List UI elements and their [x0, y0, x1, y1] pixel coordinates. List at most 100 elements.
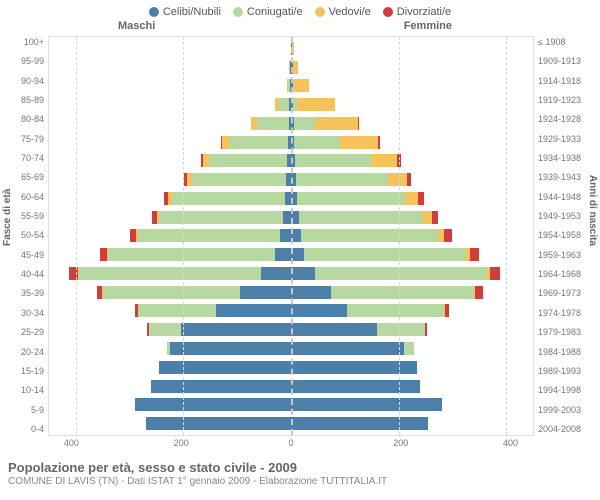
- chart-title: Popolazione per età, sesso e stato civil…: [8, 460, 592, 475]
- segment-s: [280, 229, 291, 242]
- legend-label: Coniugati/e: [247, 6, 303, 18]
- center-line: [291, 37, 293, 435]
- segment-w: [340, 136, 378, 149]
- legend-swatch: [315, 7, 325, 17]
- male-bar: [49, 153, 291, 168]
- female-bar: [291, 322, 533, 337]
- male-bar: [49, 285, 291, 300]
- male-bar: [49, 210, 291, 225]
- male-bar: [49, 97, 291, 112]
- female-bar: [291, 379, 533, 394]
- segment-w: [315, 117, 358, 130]
- birth-tick: 1959-1963: [538, 251, 592, 260]
- gridline: [76, 37, 77, 435]
- birth-tick: 1924-1928: [538, 115, 592, 124]
- male-bar: [49, 379, 291, 394]
- segment-c: [377, 323, 425, 336]
- age-tick: 35-39: [8, 289, 44, 298]
- female-bar: [291, 210, 533, 225]
- segment-d: [407, 173, 411, 186]
- segment-c: [315, 267, 487, 280]
- birth-tick: 1909-1913: [538, 57, 592, 66]
- legend-item: Divorziati/e: [383, 6, 451, 18]
- x-tick: 400: [503, 438, 518, 448]
- segment-c: [209, 154, 287, 167]
- segment-d: [100, 248, 108, 261]
- segment-s: [151, 380, 291, 393]
- segment-s: [275, 248, 291, 261]
- birth-axis: ≤ 1908 1909-1913 1914-1918 1919-1923 1924-19…: [534, 36, 592, 436]
- birth-tick: 1984-1988: [538, 348, 592, 357]
- segment-s: [291, 304, 347, 317]
- female-bar: [291, 285, 533, 300]
- segment-c: [294, 136, 340, 149]
- segment-s: [291, 380, 420, 393]
- segment-c: [257, 117, 289, 130]
- age-tick: 5-9: [8, 406, 44, 415]
- birth-tick: 1914-1918: [538, 77, 592, 86]
- segment-c: [172, 192, 285, 205]
- segment-c: [294, 117, 316, 130]
- gridline: [183, 37, 184, 435]
- age-tick: 15-19: [8, 367, 44, 376]
- female-bar: [291, 153, 533, 168]
- segment-c: [404, 342, 414, 355]
- age-tick: 95-99: [8, 57, 44, 66]
- birth-tick: 2004-2008: [538, 425, 592, 434]
- female-bar: [291, 97, 533, 112]
- segment-c: [301, 229, 438, 242]
- segment-c: [108, 248, 275, 261]
- segment-c: [297, 192, 405, 205]
- segment-s: [291, 417, 428, 430]
- age-tick: 70-74: [8, 154, 44, 163]
- birth-tick: ≤ 1908: [538, 38, 592, 47]
- segment-c: [331, 286, 474, 299]
- female-bar: [291, 266, 533, 281]
- legend-swatch: [149, 7, 159, 17]
- birth-tick: 1989-1993: [538, 367, 592, 376]
- legend-label: Vedovi/e: [329, 6, 371, 18]
- male-bar: [49, 416, 291, 431]
- male-bar: [49, 228, 291, 243]
- segment-w: [422, 211, 432, 224]
- female-bar: [291, 397, 533, 412]
- age-tick: 0-4: [8, 425, 44, 434]
- segment-c: [138, 229, 281, 242]
- age-tick: 45-49: [8, 251, 44, 260]
- segment-w: [293, 61, 298, 74]
- segment-w: [388, 173, 407, 186]
- segment-s: [291, 267, 315, 280]
- birth-tick: 1919-1923: [538, 96, 592, 105]
- segment-c: [192, 173, 286, 186]
- female-bar: [291, 116, 533, 131]
- segment-s: [240, 286, 291, 299]
- segment-s: [291, 248, 304, 261]
- birth-tick: 1929-1933: [538, 135, 592, 144]
- segment-s: [291, 286, 331, 299]
- segment-d: [432, 211, 438, 224]
- female-bar: [291, 135, 533, 150]
- segment-w: [297, 98, 335, 111]
- segment-d: [378, 136, 380, 149]
- segment-s: [261, 267, 291, 280]
- age-tick: 50-54: [8, 231, 44, 240]
- age-tick: 25-29: [8, 328, 44, 337]
- legend-swatch: [383, 7, 393, 17]
- female-label: Femmine: [404, 20, 452, 32]
- birth-tick: 1949-1953: [538, 212, 592, 221]
- segment-d: [418, 192, 423, 205]
- y-axis-label-right: Anni di nascita: [587, 175, 598, 246]
- segment-c: [299, 211, 423, 224]
- male-bar: [49, 397, 291, 412]
- male-bar: [49, 41, 291, 56]
- segment-s: [283, 211, 291, 224]
- birth-tick: 1944-1948: [538, 193, 592, 202]
- y-axis-label-left: Fasce di età: [2, 189, 13, 246]
- segment-c: [159, 211, 283, 224]
- female-bar: [291, 247, 533, 262]
- segment-c: [296, 173, 387, 186]
- male-bar: [49, 116, 291, 131]
- legend-item: Coniugati/e: [233, 6, 303, 18]
- age-tick: 80-84: [8, 115, 44, 124]
- segment-s: [135, 398, 291, 411]
